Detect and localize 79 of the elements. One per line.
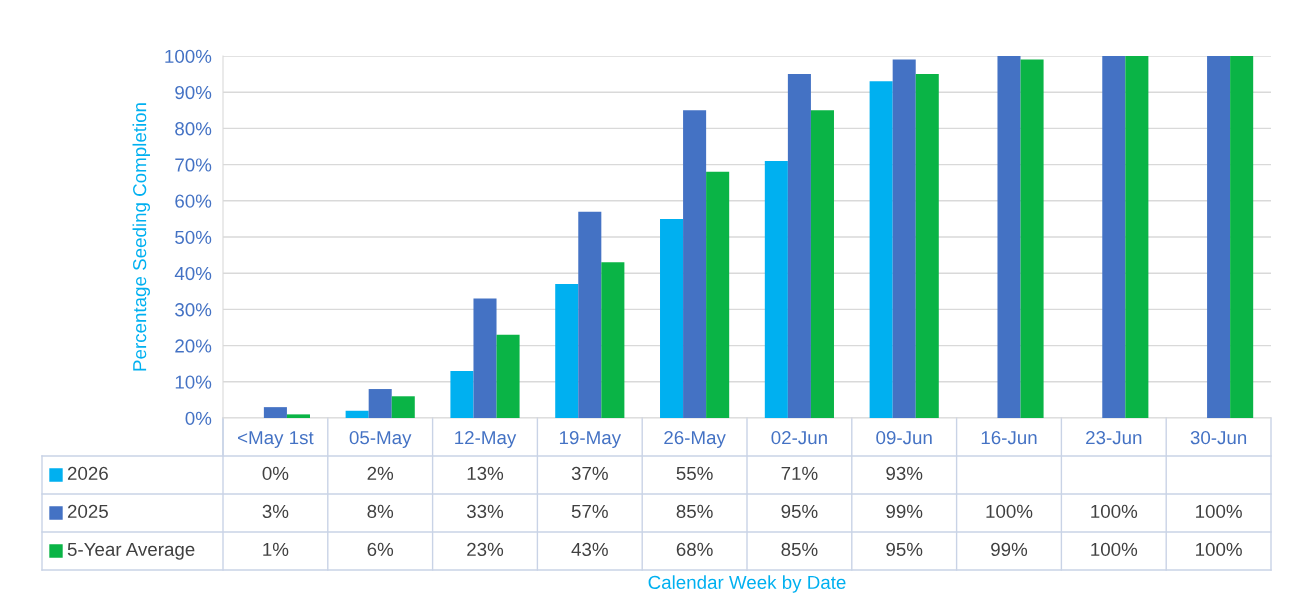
y-tick-label: 40% [174,266,212,281]
bar [368,389,392,418]
legend-label: 5-Year Average [67,542,195,560]
data-label: 100% [1196,542,1242,557]
x-tick-label: 09-Jun [876,431,932,445]
x-tick-label: <May 1st [238,431,314,448]
y-tick-label: 30% [175,303,212,317]
data-label: 99% [886,504,923,519]
bar [496,334,520,418]
bar [810,110,834,418]
bar [391,396,415,418]
bar [286,414,310,418]
bar [915,74,939,418]
data-label: 6% [367,542,394,557]
data-label: 0% [262,466,289,481]
data-label: 55% [676,466,713,481]
bar [869,81,893,418]
x-tick-label: 23-Jun [1086,431,1142,445]
data-label: 100% [1196,504,1242,519]
data-label: 95% [781,504,818,519]
x-tick-label: 30-Jun [1190,431,1247,445]
bar [660,218,684,418]
bar [450,370,474,418]
data-label: 2% [367,466,394,480]
data-label: 93% [886,466,923,481]
data-label: 13% [467,466,504,481]
legend-label: 2025 [67,504,108,519]
x-tick-label: 19-May [559,431,622,448]
data-label: 85% [781,542,818,557]
bar [1230,56,1254,418]
bar [555,284,579,418]
y-tick-label: 50% [175,230,212,244]
y-tick-label: 70% [175,158,212,172]
y-tick-label: 20% [175,339,212,353]
y-tick-label: 60% [175,194,212,208]
bar [1207,56,1231,418]
data-label: 23% [467,542,504,557]
bar [1020,59,1044,418]
bar [601,262,625,418]
x-tick-label: 02-Jun [771,431,827,445]
x-tick-label: 12-May [455,431,517,448]
bar [263,407,287,418]
y-tick-label: 10% [175,375,212,389]
data-label: 71% [781,466,818,480]
y-tick-label: 90% [175,85,212,100]
data-label: 85% [676,504,713,519]
x-tick-label: 16-Jun [981,431,1037,445]
bar [345,410,369,418]
bar [997,56,1021,418]
bar [1125,56,1149,418]
data-label: 33% [466,504,504,519]
text: Calendar Week by Date [648,575,846,593]
data-label: 1% [263,542,289,556]
x-tick-label: 26-May [664,431,726,448]
data-label: 37% [571,466,608,481]
data-label: 8% [367,504,394,519]
legend-label: 2026 [67,466,108,481]
data-label: 3% [262,504,289,519]
data-label: 95% [886,542,923,557]
bar [764,160,788,418]
data-label: 100% [986,504,1033,519]
bar [473,298,497,418]
data-label: 100% [1091,542,1138,557]
x-tick-label: 05-May [349,431,412,448]
y-tick-label: 100% [165,49,212,63]
y-tick-label: 80% [175,122,212,136]
data-label: 57% [571,504,608,519]
bar [706,171,730,418]
data-label: 100% [1091,504,1138,519]
bar [787,74,811,418]
bar [578,211,602,418]
bar [892,59,916,418]
y-axis-title: Percentage Seeding Completion [132,103,150,371]
data-label: 43% [571,542,608,557]
bar [1102,56,1126,418]
bar [683,110,707,418]
data-label: 68% [676,542,713,557]
data-label: 99% [991,542,1028,557]
y-tick-label: 0% [185,411,212,425]
